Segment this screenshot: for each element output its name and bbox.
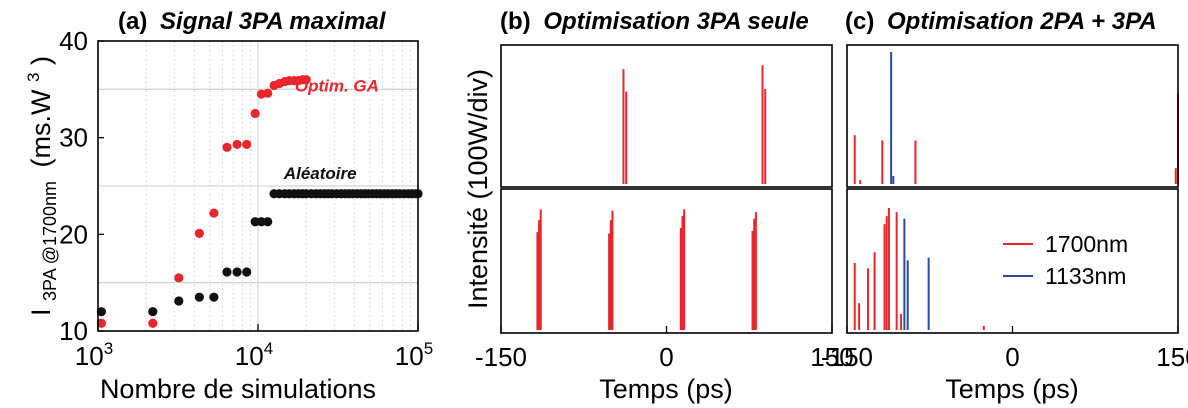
panel-b-top-trace [622,65,767,184]
optim-ga-point [194,228,204,238]
panel-b-bottom-trace [536,209,757,330]
panel-c-xlabel: Temps (ps) [945,374,1079,404]
legend-label-1133nm: 1133nm [1045,263,1126,289]
panel-c-top-frame [846,44,1179,188]
panel-a-xlabel: Nombre de simulations [100,374,376,404]
panel-a-title-prefix: (a) [118,8,147,35]
aleatoire-point [256,217,266,227]
aleatoire-point [148,307,158,317]
x-tick-label: 105 [395,339,433,371]
panel-a-title: (a) Signal 3PA maximal [118,8,387,35]
ylabel-unit-open: (ms.W [26,89,56,167]
optim-ga-point [232,139,242,150]
panel-b-bottom-frame [500,188,833,334]
panel-c-bottom-trace [853,208,985,330]
panel-b-title-text: Optimisation 3PA seule [543,8,808,35]
panel-a-grid [97,41,418,331]
panel-b: (b) Optimisation 3PA seule -150 0 150 Temp… [463,8,854,404]
x-tick-label: 0 [1005,342,1019,372]
annotation-optim-ga: Optim. GA [295,76,379,95]
panel-c-xticks: -150 0 150 [821,326,1188,372]
optim-ga-point [301,75,311,85]
panel-b-top-frame [500,44,833,188]
panel-a-xticks: 103 104 105 [75,324,433,371]
x-tick-label: 150 [1156,342,1188,372]
ylabel-sub: 3PA @1700nm [40,181,60,301]
aleatoire-point [263,217,273,227]
aleatoire-point [194,292,204,302]
panel-a-ylabel: I 3PA @1700nm (ms.W 3 ) [15,56,62,316]
panel-a-points [96,75,423,328]
panel-c-title: (c) Optimisation 2PA + 3PA [845,8,1157,35]
ylabel-unit-sup: 3 [24,73,43,82]
optim-ga-point [222,142,232,152]
panel-c: (c) Optimisation 2PA + 3PA -150 0 150 Temp… [821,8,1188,404]
y-tick-label: 30 [59,123,88,153]
y-tick-label: 20 [59,219,88,249]
legend-label-1700nm: 1700nm [1045,231,1128,257]
optim-ga-point [242,139,252,150]
panel-a-title-text: Signal 3PA maximal [160,8,387,35]
panel-a-yticks: 10 20 30 40 [59,26,104,346]
x-tick-label: 0 [659,342,673,372]
panel-c-title-prefix: (c) [845,8,874,35]
panel-b-title: (b) Optimisation 3PA seule [500,8,809,35]
y-tick-label: 40 [59,26,88,56]
x-tick-label: 104 [235,339,273,371]
aleatoire-point [242,267,252,277]
optim-ga-point [263,88,273,98]
panel-c-top-trace [853,52,1179,184]
ylabel-unit-close: ) [26,56,56,65]
aleatoire-point [96,307,106,317]
optim-ga-point [250,108,260,119]
optim-ga-point [174,273,184,283]
x-tick-label: 150 [810,342,853,372]
optim-ga-point [148,318,158,328]
panel-b-xticks: -150 0 150 [475,326,854,372]
legend: 1700nm 1133nm [1003,231,1128,289]
x-tick-label: 103 [75,339,113,371]
panel-b-xlabel: Temps (ps) [599,374,733,404]
aleatoire-point [174,296,184,306]
aleatoire-point [222,267,232,277]
x-tick-label: -150 [475,342,527,372]
panel-b-title-prefix: (b) [500,8,531,35]
panel-c-title-text: Optimisation 2PA + 3PA [887,8,1157,35]
x-tick-label: -150 [821,342,873,372]
optim-ga-point [96,318,106,328]
y-tick-label: 10 [59,316,88,346]
annotation-aleatoire: Aléatoire [283,164,357,183]
aleatoire-point [209,292,219,302]
panel-b-ylabel: Intensité (100W/div) [463,69,493,309]
ylabel-main: I [26,309,56,317]
optim-ga-point [209,208,219,218]
aleatoire-point [232,267,242,277]
